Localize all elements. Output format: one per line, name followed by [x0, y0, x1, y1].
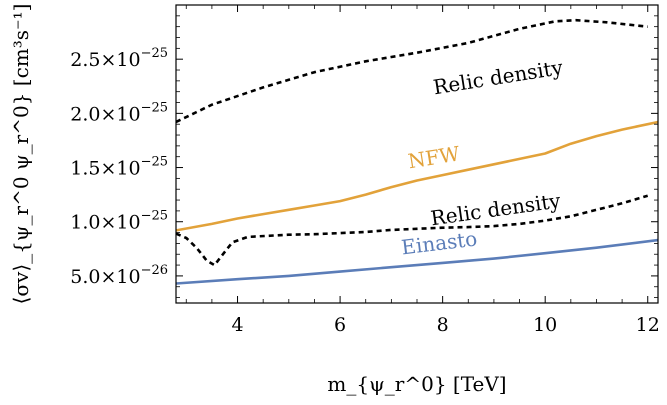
x-tick-label: 12 — [636, 314, 660, 336]
y-tick-label: 2.0×10−25 — [70, 100, 168, 125]
y-tick-label: 1.0×10−25 — [70, 209, 168, 234]
series-layer — [176, 18, 658, 285]
curve-label: NFW — [406, 141, 461, 173]
x-tick-label: 8 — [437, 314, 449, 336]
series-line-2 — [176, 120, 658, 232]
curve-label: Einasto — [400, 226, 479, 259]
x-tick-label: 4 — [231, 314, 243, 336]
y-axis-title: ⟨σv⟩_{ψ_r^0 ψ_r^0} [cm³s⁻¹] — [9, 4, 33, 305]
y-tick-label: 2.5×10−25 — [70, 46, 168, 71]
series-line-3 — [176, 194, 649, 267]
curve-label: Relic density — [429, 188, 563, 230]
x-tick-label: 10 — [533, 314, 557, 336]
y-axis: 5.0×10−26 1.0×10−25 1.5×10−25 2.0×10−25 2.5×… — [70, 15, 658, 298]
y-tick-label: 1.5×10−25 — [70, 155, 168, 180]
curve-label: Relic density — [431, 55, 565, 99]
series-line-1 — [176, 18, 648, 124]
y-tick-label: 5.0×10−26 — [70, 263, 168, 288]
x-axis: 4 6 8 10 12 — [185, 5, 660, 336]
x-tick-label: 6 — [334, 314, 346, 336]
series-line-4 — [176, 238, 658, 285]
x-axis-title: m_{ψ_r^0} [TeV] — [327, 372, 506, 396]
